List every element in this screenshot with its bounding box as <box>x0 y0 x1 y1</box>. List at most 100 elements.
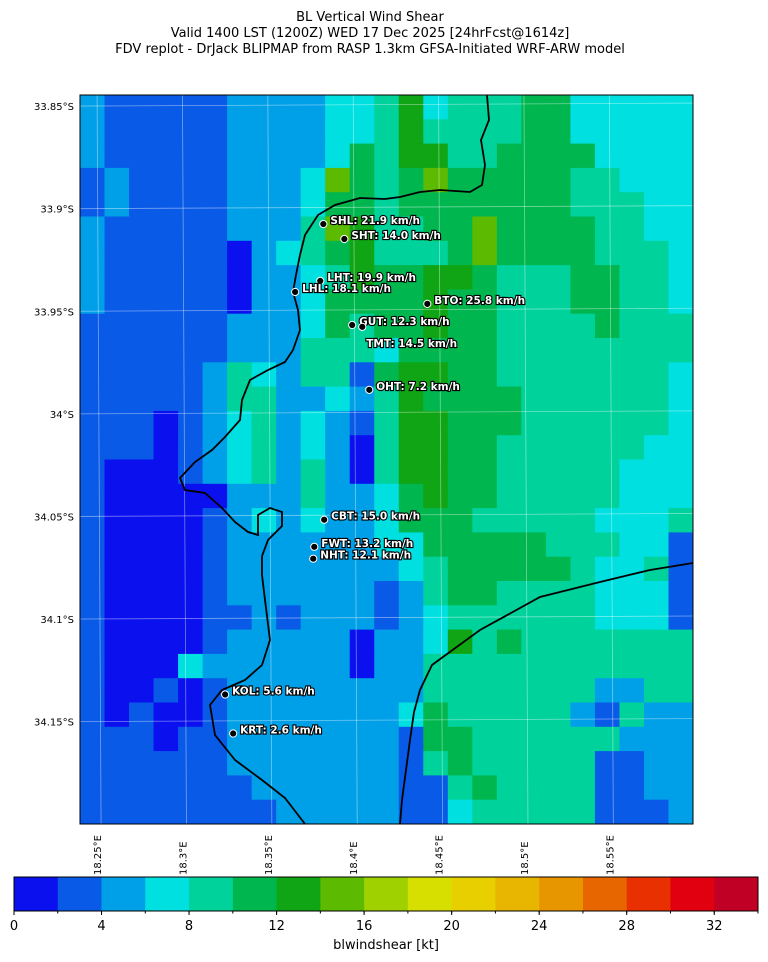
cell <box>521 605 547 631</box>
cell <box>521 192 547 217</box>
cell <box>80 95 106 120</box>
y-tick-label: 33.9°S <box>40 205 74 216</box>
cell <box>545 435 571 460</box>
cell <box>472 289 498 315</box>
station-marker <box>316 276 325 285</box>
cell <box>668 581 694 606</box>
cell <box>325 167 351 193</box>
station-marker <box>320 515 329 524</box>
cell <box>374 556 400 582</box>
cell <box>496 678 522 703</box>
cell <box>545 775 571 801</box>
cell <box>594 289 620 315</box>
cell <box>398 167 424 193</box>
cell <box>80 653 106 679</box>
cell <box>496 799 522 825</box>
cell <box>300 775 326 801</box>
cell <box>643 240 669 266</box>
cell <box>374 483 400 509</box>
x-tick-label: 18.4°E <box>349 841 360 875</box>
cell <box>570 95 596 120</box>
cell <box>153 629 179 655</box>
cell <box>325 410 351 436</box>
cell <box>325 435 351 460</box>
cell <box>472 678 498 703</box>
cell <box>398 143 424 169</box>
cell <box>472 605 498 631</box>
cell <box>594 581 620 606</box>
cell <box>153 702 179 728</box>
cell <box>423 629 449 655</box>
cell <box>227 508 253 533</box>
cell <box>80 605 106 631</box>
cell <box>447 192 473 217</box>
cell <box>349 240 375 266</box>
cell <box>251 167 277 193</box>
colorbar-tick-label: 4 <box>97 919 105 934</box>
cell <box>227 216 253 242</box>
cell <box>104 702 130 728</box>
y-tick-label: 34°S <box>50 410 74 421</box>
cell <box>300 799 326 825</box>
cell <box>496 143 522 169</box>
cell <box>227 483 253 509</box>
cell <box>325 240 351 266</box>
cell <box>668 216 694 242</box>
cell <box>104 799 130 825</box>
cell <box>423 95 449 120</box>
cell <box>202 240 228 266</box>
cell <box>545 410 571 436</box>
cell <box>619 143 645 169</box>
map-frame <box>79 94 694 825</box>
cell <box>251 410 277 436</box>
cell <box>594 751 620 776</box>
cell <box>276 629 302 655</box>
grid-line <box>79 615 694 620</box>
cell <box>325 289 351 315</box>
cell <box>423 556 449 582</box>
cell <box>447 167 473 193</box>
cell <box>349 483 375 509</box>
cell <box>202 265 228 290</box>
colorbar-swatch <box>407 877 453 911</box>
cell <box>643 653 669 679</box>
cell <box>521 483 547 509</box>
cell <box>643 508 669 533</box>
cell <box>325 629 351 655</box>
cell <box>349 119 375 145</box>
cell <box>325 313 351 339</box>
cell <box>104 775 130 801</box>
cell <box>104 119 130 145</box>
cell <box>374 338 400 363</box>
cell <box>178 483 204 509</box>
cell <box>423 216 449 242</box>
cell <box>178 192 204 217</box>
cell <box>178 338 204 363</box>
cell <box>227 435 253 460</box>
cell <box>227 313 253 339</box>
cell <box>104 362 130 388</box>
cell <box>104 313 130 339</box>
coast <box>399 94 490 198</box>
cell <box>349 726 375 752</box>
cell <box>276 751 302 776</box>
cell <box>178 265 204 290</box>
cell <box>129 289 155 315</box>
colorbar-swatch <box>714 877 759 911</box>
cell <box>570 483 596 509</box>
cell <box>594 265 620 290</box>
cell <box>178 605 204 631</box>
cell <box>447 532 473 558</box>
colorbar-swatch <box>57 877 102 911</box>
cell <box>129 726 155 752</box>
cell <box>80 216 106 242</box>
cell <box>423 167 449 193</box>
cell <box>202 119 228 145</box>
cell <box>80 678 106 703</box>
cell <box>276 581 302 606</box>
cell <box>521 143 547 169</box>
y-tick-label: 34.15°S <box>34 718 74 729</box>
cell <box>423 581 449 606</box>
cell <box>349 95 375 120</box>
cell <box>619 240 645 266</box>
